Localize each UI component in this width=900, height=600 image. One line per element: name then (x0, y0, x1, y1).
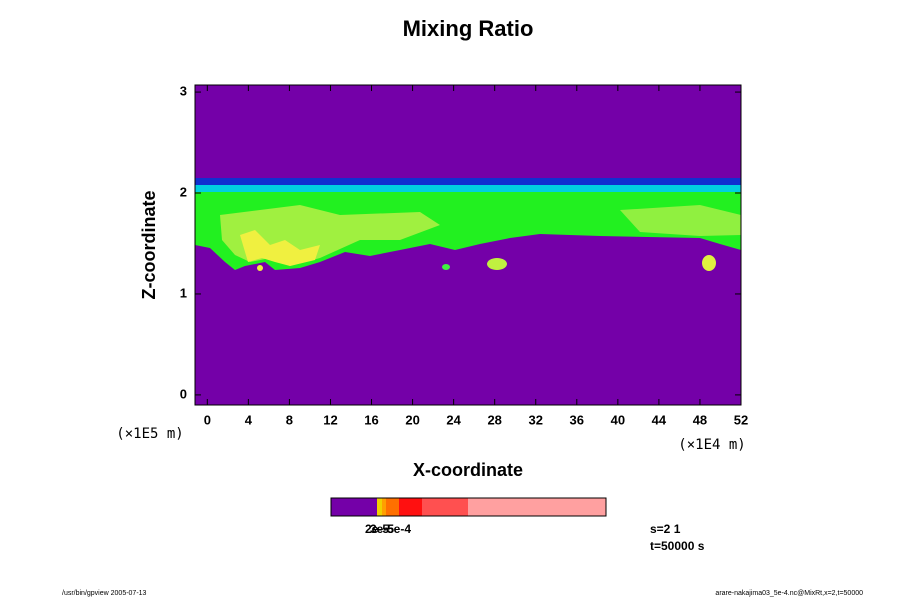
footer-right: arare-nakajima03_5e-4.nc@MixRt,x=2,t=500… (715, 590, 863, 597)
colorbar-label: 3e-5 (370, 522, 394, 536)
x-tick-label: 8 (286, 412, 293, 427)
chart-title: Mixing Ratio (403, 16, 534, 41)
x-tick-label: 28 (487, 412, 501, 427)
x-scale-label: (×1E4 m) (678, 437, 745, 453)
x-tick-label: 48 (693, 412, 707, 427)
x-tick-label: 0 (204, 412, 211, 427)
x-tick-label: 40 (611, 412, 625, 427)
field-blob (257, 265, 263, 271)
field (195, 85, 741, 405)
y-axis-label: Z-coordinate (139, 190, 159, 299)
x-tick-label: 12 (323, 412, 337, 427)
plot-frame (194, 84, 742, 406)
x-tick-label: 32 (529, 412, 543, 427)
y-tick-label: 2 (180, 184, 187, 199)
y-tick-label: 0 (180, 386, 187, 401)
colorbar-segment (382, 498, 386, 516)
colorbar-frame (330, 497, 607, 517)
x-tick-label: 44 (652, 412, 667, 427)
x-tick-label: 24 (446, 412, 461, 427)
field-region (620, 205, 741, 236)
field-blob (702, 255, 716, 271)
colorbar (330, 497, 607, 517)
colorbar-segment (331, 498, 377, 516)
colorbar-label: 2e-5 (365, 522, 389, 536)
info-text: s=2 1 (650, 522, 681, 536)
x-axis-label: X-coordinate (413, 460, 523, 480)
field-band (195, 178, 741, 186)
footer-left: /usr/bin/gpview 2005-07-13 (62, 590, 147, 597)
y-tick-label: 1 (180, 285, 187, 300)
field-band (195, 185, 741, 193)
info-text: t=50000 s (650, 539, 705, 553)
colorbar-segment (399, 498, 422, 516)
x-tick-label: 36 (570, 412, 584, 427)
colorbar-segment (386, 498, 399, 516)
x-tick-label: 52 (734, 412, 748, 427)
x-tick-label: 4 (245, 412, 253, 427)
x-tick-label: 20 (405, 412, 419, 427)
colorbar-segment (468, 498, 606, 516)
colorbar-label: 5e-4 (387, 522, 411, 536)
field-region (240, 230, 320, 266)
colorbar-segment (422, 498, 468, 516)
field-blob (487, 258, 507, 270)
y-scale-label: (×1E5 m) (116, 426, 183, 442)
x-tick-label: 16 (364, 412, 378, 427)
y-tick-label: 3 (180, 84, 187, 99)
colorbar-segment (377, 498, 382, 516)
field-blob (442, 264, 450, 270)
